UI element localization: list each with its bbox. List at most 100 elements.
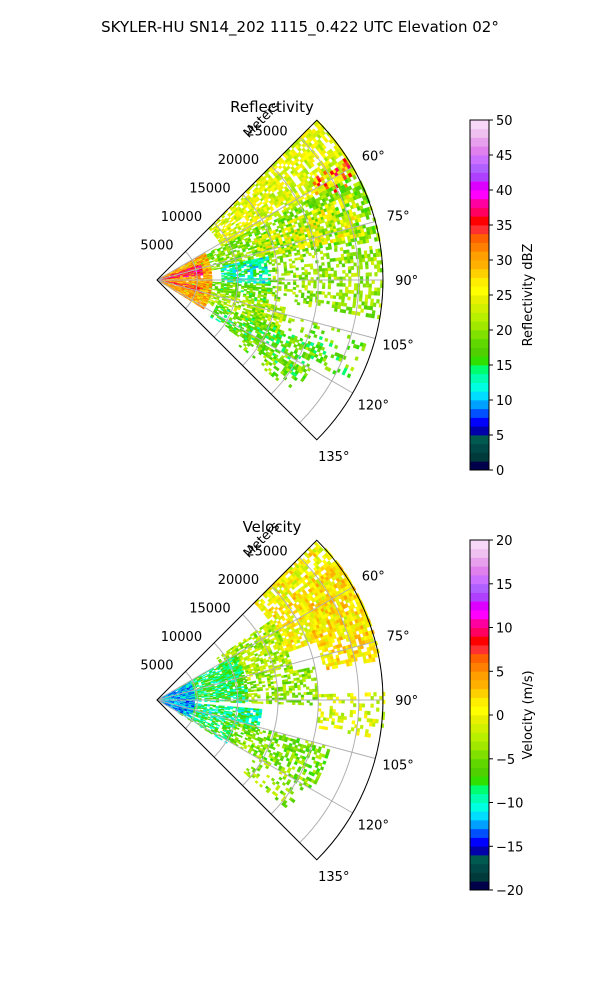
reflectivity-colorbar-swatch	[470, 330, 489, 340]
reflectivity-colorbar-swatch	[470, 356, 489, 366]
velocity-colorbar-swatch	[470, 653, 489, 663]
velocity-colorbar-swatch	[470, 540, 489, 550]
velocity-grid	[156, 556, 383, 861]
reflectivity-colorbar-swatch	[470, 198, 489, 208]
velocity-colorbar-swatch	[470, 680, 489, 690]
reflectivity-colorbar-swatch	[470, 216, 489, 226]
velocity-colorbar-swatch	[470, 758, 489, 768]
reflectivity-colorbar-swatch	[470, 408, 489, 418]
reflectivity-colorbar-swatch	[470, 128, 489, 138]
reflectivity-colorbar-tick-label: 50	[496, 114, 513, 129]
reflectivity-colorbar-swatch	[470, 347, 489, 357]
velocity-colorbar-tick-label: −5	[496, 753, 515, 768]
velocity-colorbar-swatch	[470, 741, 489, 751]
velocity-theta-tick-label: 105°	[382, 758, 413, 773]
velocity-colorbar-swatch	[470, 592, 489, 602]
reflectivity-azimuth-spoke	[156, 279, 353, 394]
reflectivity-colorbar-tick-label: 25	[496, 289, 513, 304]
reflectivity-ppi-data	[156, 119, 384, 389]
reflectivity-colorbar-swatch	[470, 146, 489, 156]
velocity-colorbar-swatch	[470, 671, 489, 681]
reflectivity-colorbar-swatch	[470, 260, 489, 270]
reflectivity-colorbar-swatch	[470, 338, 489, 348]
velocity-title: Velocity	[243, 518, 302, 536]
velocity-range-tick-label: 5000	[140, 659, 173, 674]
reflectivity-theta-tick-label: 90°	[395, 274, 418, 289]
velocity-panel: Velocity 60° 75° 90° 105° 120° 135° 5000 10000 1…	[140, 518, 536, 899]
velocity-azimuth-spoke	[156, 699, 353, 814]
velocity-echo-region	[290, 559, 380, 671]
reflectivity-colorbar-swatch	[470, 277, 489, 287]
velocity-colorbar-swatch	[470, 583, 489, 593]
reflectivity-colorbar-tick-label: 40	[496, 184, 513, 199]
reflectivity-colorbar-swatch	[470, 382, 489, 392]
reflectivity-colorbar-swatch	[470, 286, 489, 296]
reflectivity-colorbar-swatch	[470, 207, 489, 217]
velocity-colorbar-tick-label: 15	[496, 578, 513, 593]
reflectivity-colorbar-tick-label: 35	[496, 219, 513, 234]
velocity-colorbar-tick-label: 5	[496, 665, 504, 680]
velocity-colorbar-swatch	[470, 855, 489, 865]
velocity-theta-tick-label: 135°	[318, 870, 349, 885]
reflectivity-colorbar-swatch	[470, 461, 489, 471]
velocity-theta-tick-label: 120°	[358, 818, 389, 833]
velocity-colorbar-swatch	[470, 601, 489, 611]
velocity-colorbar-swatch	[470, 610, 489, 620]
velocity-colorbar-swatch	[470, 802, 489, 812]
velocity-ppi-data	[156, 541, 386, 809]
reflectivity-axes: 60° 75° 90° 105° 120° 135° 5000 10000 15000 20000…	[140, 99, 418, 465]
reflectivity-colorbar-tick-label: 45	[496, 149, 513, 164]
reflectivity-colorbar-tick-label: 5	[496, 429, 504, 444]
reflectivity-colorbar-tick-label: 0	[496, 464, 504, 479]
reflectivity-colorbar-tick-label: 10	[496, 394, 513, 409]
velocity-colorbar-swatch	[470, 846, 489, 856]
velocity-colorbar-swatch	[470, 706, 489, 716]
reflectivity-colorbar-swatch	[470, 426, 489, 436]
velocity-echo-region	[316, 691, 386, 738]
velocity-colorbar-swatch	[470, 618, 489, 628]
velocity-colorbar-tick-label: −15	[496, 840, 523, 855]
velocity-colorbar-swatch	[470, 636, 489, 646]
reflectivity-colorbar-swatch	[470, 417, 489, 427]
velocity-colorbar-swatch	[470, 645, 489, 655]
reflectivity-colorbar-swatch	[470, 233, 489, 243]
reflectivity-range-tick-label: 15000	[189, 181, 230, 196]
velocity-colorbar-swatch	[470, 785, 489, 795]
velocity-colorbar-swatch	[470, 863, 489, 873]
velocity-echo-region	[243, 754, 309, 809]
velocity-range-tick-label: 15000	[189, 601, 230, 616]
velocity-colorbar-swatch	[470, 881, 489, 891]
velocity-colorbar-swatch	[470, 557, 489, 567]
reflectivity-colorbar-swatch	[470, 452, 489, 462]
velocity-colorbar-swatch	[470, 697, 489, 707]
reflectivity-colorbar-swatch	[470, 373, 489, 383]
reflectivity-azimuth-spoke	[156, 221, 376, 281]
reflectivity-colorbar-swatch	[470, 155, 489, 165]
reflectivity-range-tick-label: 20000	[218, 153, 259, 168]
reflectivity-colorbar-swatch	[470, 120, 489, 130]
velocity-colorbar-tick-label: −10	[496, 797, 523, 812]
reflectivity-range-tick-label: 10000	[161, 210, 202, 225]
reflectivity-colorbar-swatch	[470, 137, 489, 147]
velocity-theta-tick-label: 60°	[362, 570, 385, 585]
velocity-range-tick-label: 25000	[246, 544, 287, 559]
reflectivity-title: Reflectivity	[230, 98, 314, 116]
reflectivity-theta-tick-label: 135°	[318, 450, 349, 465]
velocity-colorbar-tick-label: −20	[496, 884, 523, 899]
velocity-azimuth-spoke	[156, 641, 376, 701]
velocity-colorbar-swatch	[470, 723, 489, 733]
reflectivity-colorbar-swatch	[470, 295, 489, 305]
reflectivity-azimuth-spoke	[156, 166, 353, 281]
velocity-axes-frame	[156, 539, 384, 861]
velocity-azimuth-spoke	[156, 699, 376, 759]
reflectivity-colorbar-tick-label: 20	[496, 324, 513, 339]
velocity-theta-tick-label: 75°	[387, 630, 410, 645]
velocity-colorbar-swatch	[470, 828, 489, 838]
reflectivity-colorbar-swatch	[470, 435, 489, 445]
velocity-colorbar-swatch	[470, 732, 489, 742]
velocity-colorbar: −20 −15 −10 −5 0 5 10 15 20 Velocity (m/s)	[469, 534, 536, 899]
velocity-colorbar-swatch	[470, 811, 489, 821]
velocity-colorbar-swatch	[470, 837, 489, 847]
velocity-azimuth-spoke	[156, 586, 353, 701]
